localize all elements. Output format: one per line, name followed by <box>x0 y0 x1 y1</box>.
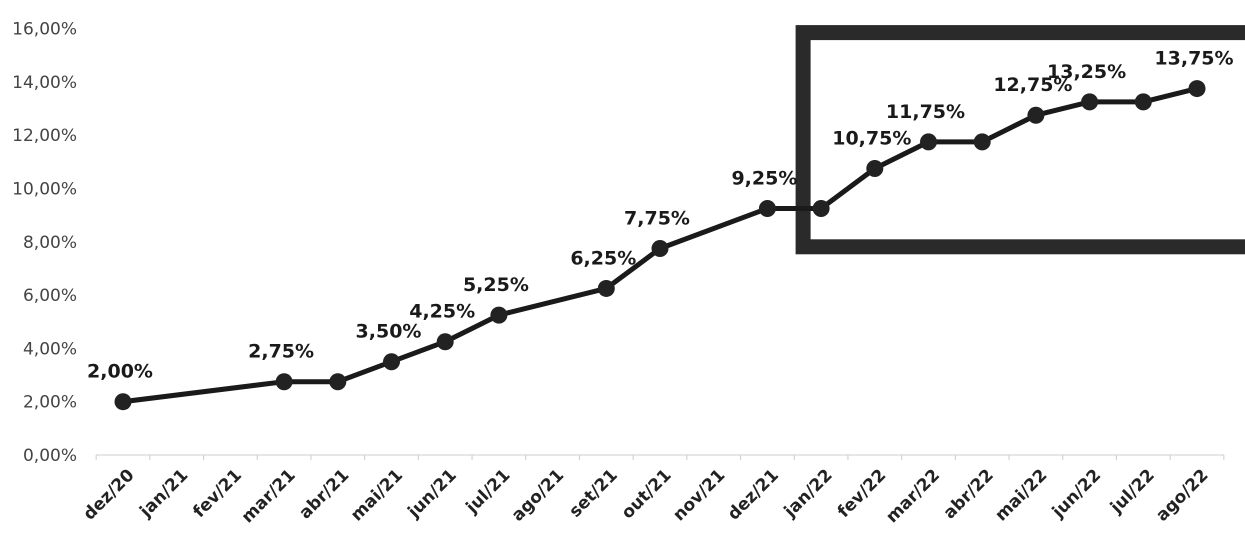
y-tick-label: 4,00% <box>23 339 77 359</box>
data-label: 2,00% <box>87 361 153 383</box>
data-label: 2,75% <box>248 341 314 363</box>
x-tick-label: dez/21 <box>724 465 783 524</box>
y-tick-label: 16,00% <box>12 20 77 40</box>
data-label: 5,25% <box>463 274 529 296</box>
y-tick-label: 0,00% <box>23 446 77 466</box>
x-tick-label: abr/21 <box>295 465 353 523</box>
y-tick-label: 8,00% <box>23 233 77 253</box>
data-point <box>812 199 830 217</box>
data-point <box>920 133 937 151</box>
data-point <box>275 373 293 391</box>
x-tick-label: mar/21 <box>238 465 300 527</box>
x-tick-label: set/21 <box>566 465 622 521</box>
x-tick-label: jan/22 <box>780 465 837 522</box>
data-point <box>866 160 884 178</box>
data-point <box>1027 106 1045 124</box>
data-point <box>651 239 669 257</box>
x-tick-label: out/21 <box>618 465 676 523</box>
data-label: 11,75% <box>886 101 965 123</box>
x-tick-label: jan/21 <box>135 465 192 522</box>
highlight-box-frame <box>795 25 1245 255</box>
data-point <box>490 306 508 324</box>
y-tick-label: 6,00% <box>23 286 77 306</box>
data-point <box>597 279 615 297</box>
highlight-box <box>795 25 1245 255</box>
x-tick-label: jun/22 <box>1048 465 1105 522</box>
y-tick-label: 14,00% <box>12 73 77 93</box>
data-point <box>436 333 454 351</box>
x-tick-label: jul/21 <box>462 465 515 518</box>
x-tick-label: mai/22 <box>991 465 1051 525</box>
data-label: 13,25% <box>1047 61 1126 83</box>
data-point <box>1081 93 1099 111</box>
data-labels: 2,00% 2,75% 3,50%4,25% 5,25% 6,25% 7,75% 9,25%… <box>87 48 1234 383</box>
data-label: 3,50% <box>356 321 422 343</box>
x-tick-label: dez/20 <box>80 465 139 524</box>
data-label: 10,75% <box>832 128 911 150</box>
data-label: 6,25% <box>570 247 636 269</box>
x-tick-label: ago/22 <box>1152 465 1212 525</box>
data-label: 12,75% <box>993 74 1072 96</box>
data-point <box>758 199 776 217</box>
data-point <box>383 353 400 371</box>
data-point <box>1134 93 1152 111</box>
data-point <box>114 393 132 411</box>
y-axis-ticks: 0,00% 2,00% 4,00% 6,00% 8,00% 10,00% 12,00% 14,… <box>12 20 77 466</box>
y-tick-label: 12,00% <box>12 126 77 146</box>
y-tick-label: 10,00% <box>12 180 77 200</box>
data-point <box>1188 80 1206 98</box>
y-tick-label: 2,00% <box>23 393 77 413</box>
data-label: 9,25% <box>731 167 797 189</box>
x-tick-label: abr/22 <box>940 465 998 523</box>
x-tick-label: nov/21 <box>669 465 729 525</box>
data-label: 4,25% <box>409 301 475 323</box>
data-label: 13,75% <box>1154 48 1233 70</box>
x-tick-label: mai/21 <box>347 465 407 525</box>
x-tick-label: ago/21 <box>508 465 568 525</box>
data-markers <box>114 80 1206 411</box>
x-tick-label: mar/22 <box>882 465 944 527</box>
x-axis: dez/20jan/21fev/21mar/21abr/21mai/21jun/… <box>80 454 1225 527</box>
data-point <box>329 373 347 391</box>
data-point <box>973 133 991 151</box>
data-label: 7,75% <box>624 207 690 229</box>
x-tick-label: jun/21 <box>404 465 461 522</box>
x-tick-label: jul/22 <box>1106 465 1159 518</box>
